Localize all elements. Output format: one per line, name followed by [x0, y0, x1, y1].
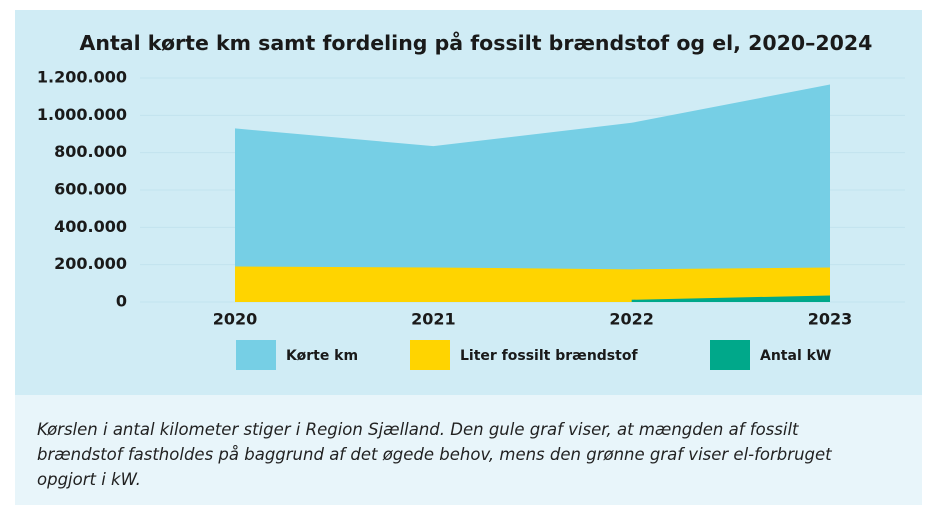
legend-swatch [236, 340, 276, 370]
x-tick-label: 2023 [808, 310, 853, 329]
area [631, 295, 830, 302]
y-tick-label: 1.000.000 [37, 105, 127, 124]
y-tick-label: 600.000 [54, 180, 127, 199]
y-tick-label: 800.000 [54, 142, 127, 161]
chart: Antal kørte km samt fordeling på fossilt… [15, 10, 922, 395]
y-tick-label: 1.200.000 [37, 68, 127, 87]
legend-label: Antal kW [760, 348, 831, 364]
area [235, 84, 830, 303]
caption: Kørslen i antal kilometer stiger i Regio… [15, 395, 922, 505]
legend-label: Kørte km [286, 348, 358, 364]
y-tick-label: 400.000 [54, 217, 127, 236]
y-tick-label: 200.000 [54, 254, 127, 273]
x-tick-label: 2022 [609, 310, 654, 329]
legend-swatch [710, 340, 750, 370]
chart-title: Antal kørte km samt fordeling på fossilt… [80, 30, 873, 55]
legend-label: Liter fossilt brændstof [460, 348, 638, 364]
area [235, 266, 830, 302]
x-tick-label: 2020 [213, 310, 258, 329]
y-tick-label: 0 [116, 292, 127, 311]
legend-swatch [410, 340, 450, 370]
x-tick-label: 2021 [411, 310, 456, 329]
